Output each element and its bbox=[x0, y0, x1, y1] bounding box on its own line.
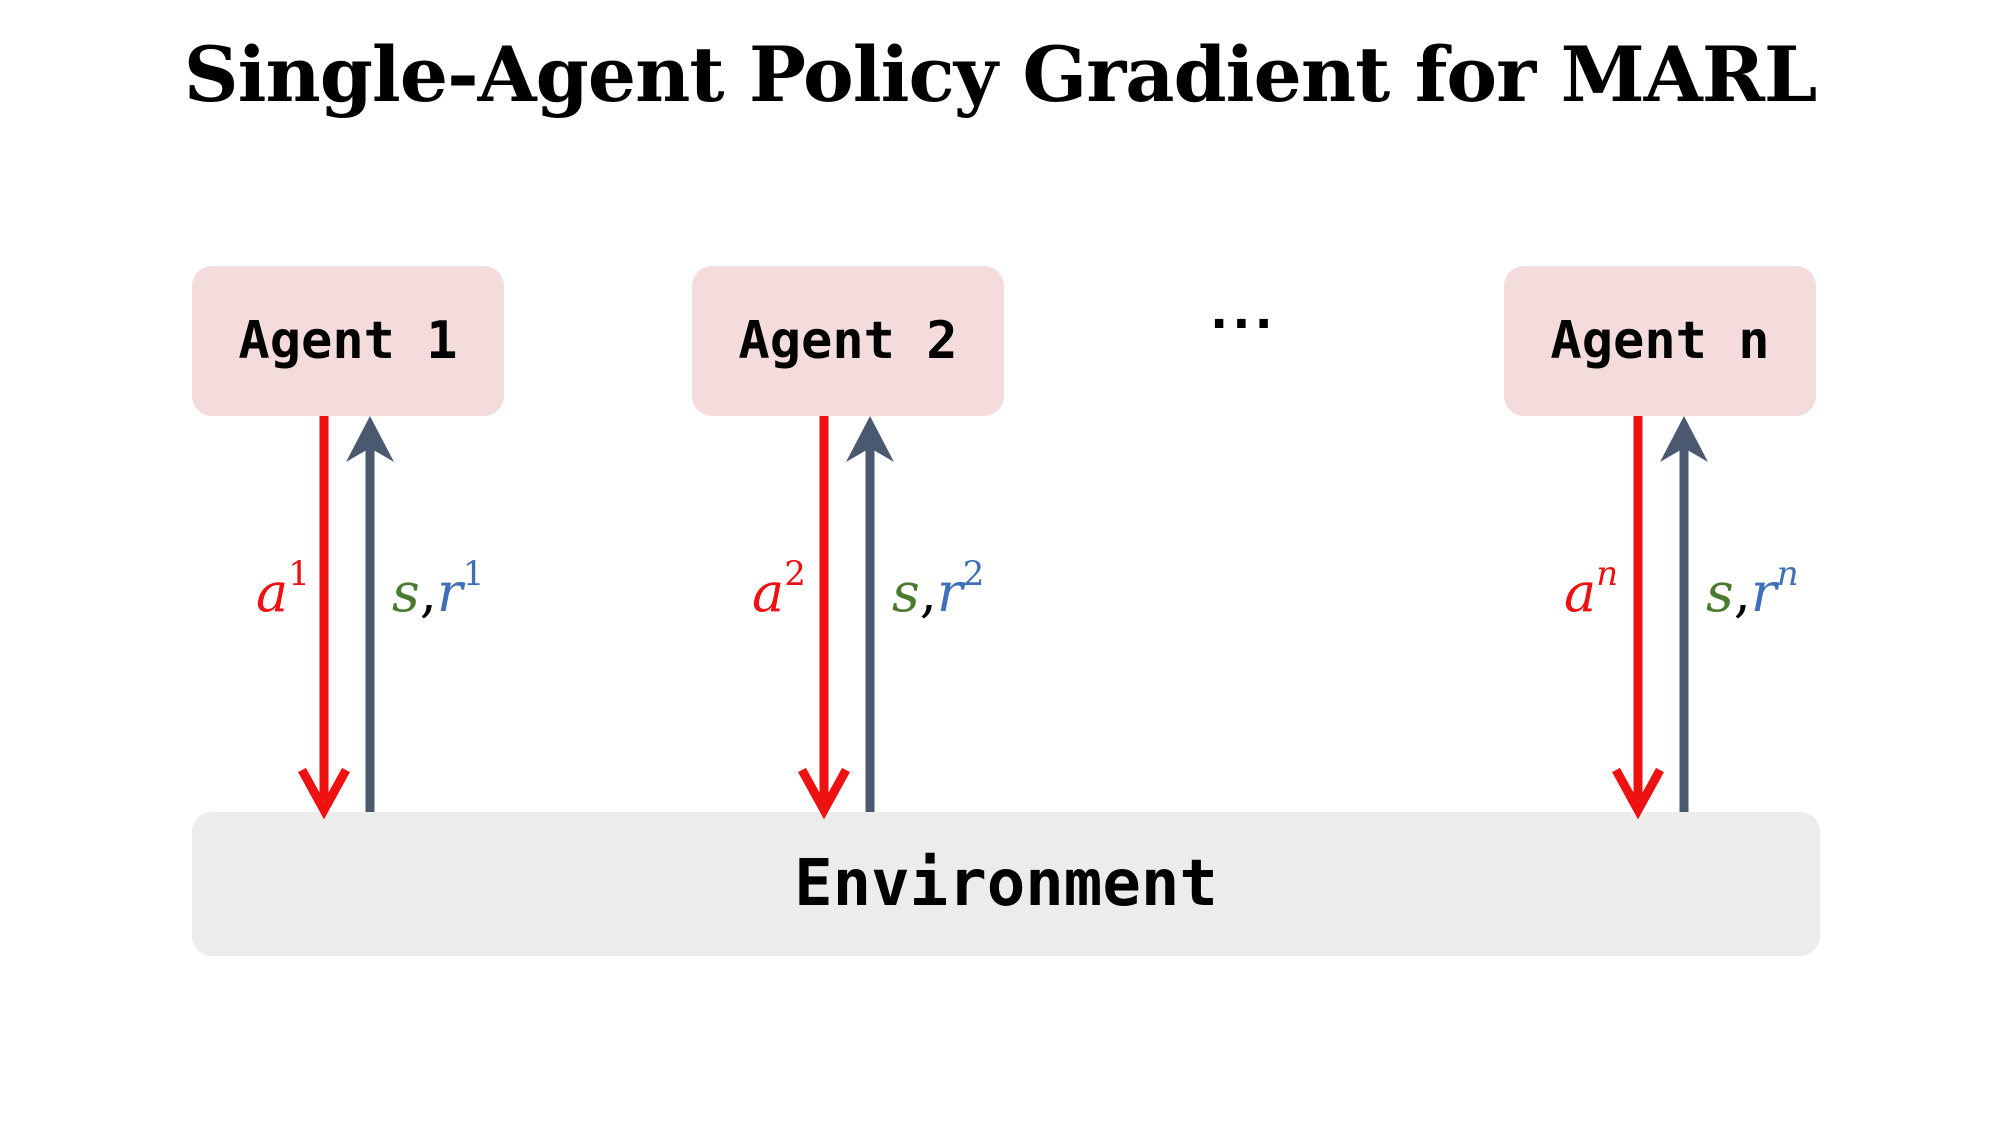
agent-1-action-label: a1 bbox=[256, 554, 310, 624]
agent-1-observation-arrow bbox=[346, 416, 394, 812]
agent-n-box: Agent n bbox=[1504, 266, 1816, 416]
environment-box: Environment bbox=[192, 812, 1820, 956]
agent-2-observation-label: s,r2 bbox=[892, 554, 985, 624]
agent-1-observation-label: s,r1 bbox=[392, 554, 485, 624]
agent-1-box: Agent 1 bbox=[192, 266, 504, 416]
agent-n-observation-arrow bbox=[1660, 416, 1708, 812]
agent-n-action-arrow bbox=[1612, 416, 1664, 820]
agent-1-action-arrow bbox=[298, 416, 350, 820]
ellipsis: ··· bbox=[1210, 296, 1277, 352]
agent-n-action-label: an bbox=[1564, 554, 1619, 624]
agent-2-observation-arrow bbox=[846, 416, 894, 812]
agent-2-action-label: a2 bbox=[752, 554, 806, 624]
agent-2-action-arrow bbox=[798, 416, 850, 820]
diagram-title: Single-Agent Policy Gradient for MARL bbox=[183, 30, 1818, 119]
agent-2-box: Agent 2 bbox=[692, 266, 1004, 416]
agent-n-observation-label: s,rn bbox=[1706, 554, 1799, 624]
